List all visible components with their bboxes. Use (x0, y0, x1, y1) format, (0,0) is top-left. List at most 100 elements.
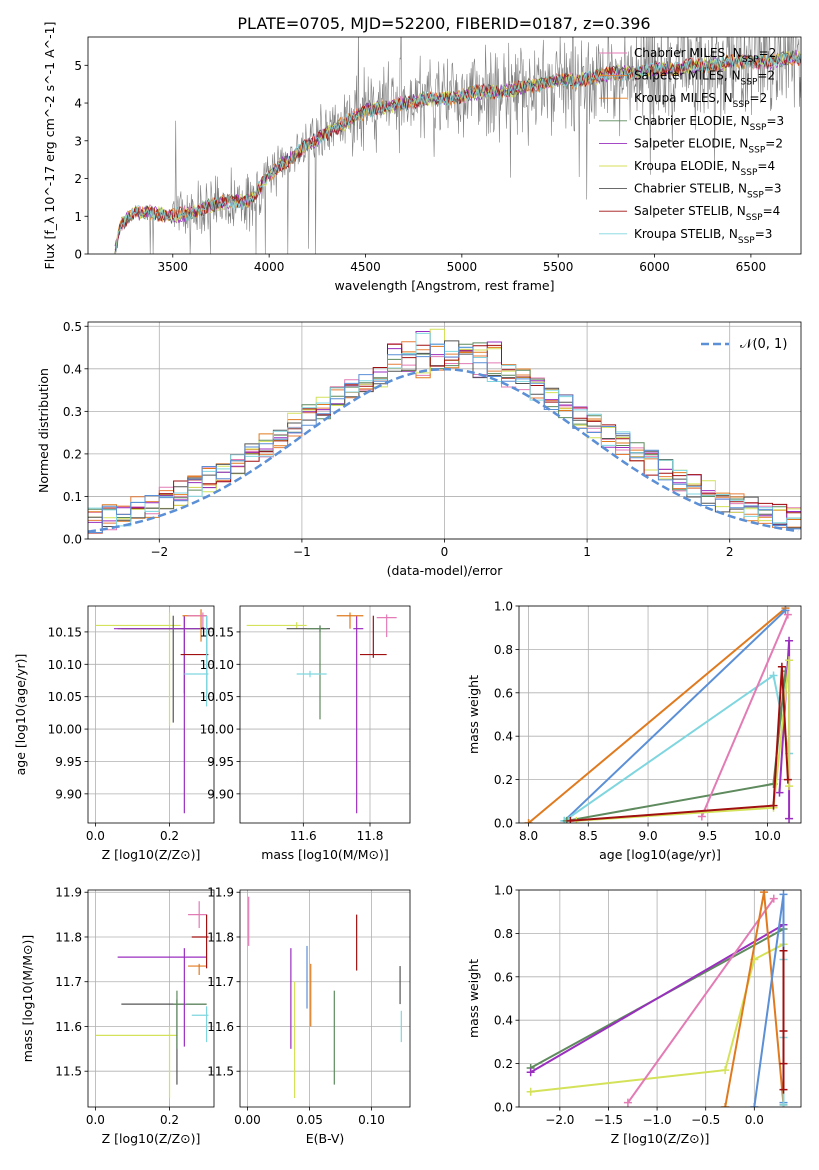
weight-point-marker (721, 1066, 730, 1075)
x-axis-label: age [log10(age/yr)] (599, 847, 721, 862)
weight-point-marker (769, 801, 778, 810)
grid (88, 606, 214, 823)
axes-residuals: −2 −1 0 1 2 0.0 0.1 0.2 0.3 0.4 0.5 (data-model)/er… (36, 320, 802, 578)
legend-label: Salpeter ELODIE, NSSP=2 (634, 136, 783, 155)
x-tick-label: 11.8 (357, 829, 384, 843)
y-tick-label: 10.15 (48, 625, 82, 639)
y-tick-label: 0.0 (494, 817, 513, 831)
y-tick-label: 0.8 (494, 927, 513, 941)
axes-mass_vs_Z: 0.0 0.2 11.5 11.6 11.7 11.8 11.9 Z [log10(Z/Z⊙)… (20, 886, 215, 1146)
y-tick-label: 11.9 (55, 886, 82, 900)
x-axis-label: Z [log10(Z/Z⊙)] (611, 1131, 710, 1146)
y-tick-label: 11.5 (207, 1065, 234, 1079)
axes-frame (239, 889, 411, 1108)
y-axis-label: mass weight (466, 959, 481, 1038)
axes-frame (87, 36, 802, 255)
plot-area (248, 896, 402, 1099)
axes-mass_vs_EBV: 0.00 0.05 0.10 11.5 11.6 11.7 11.8 11.9 E(B-V) (207, 886, 411, 1146)
weight-point-marker (779, 1059, 788, 1068)
grid (240, 606, 410, 823)
weight-series-line (627, 898, 775, 1104)
y-tick-label: 5 (74, 59, 82, 73)
y-tick-label: 2 (74, 172, 82, 186)
y-tick-label: 0.6 (494, 686, 513, 700)
y-tick-label: 0.6 (494, 970, 513, 984)
x-tick-label: 0 (441, 545, 449, 559)
axes-age_vs_Z: 0.0 0.2 9.90 9.95 10.00 10.05 10.10 10.15 Z [log… (13, 605, 215, 862)
x-tick-label: 8.0 (519, 829, 538, 843)
y-tick-label: 0.2 (63, 447, 82, 461)
legend-normal-label: 𝒩(0, 1) (740, 337, 787, 352)
y-tick-label: 10.10 (200, 658, 234, 672)
x-tick-label: −1.0 (643, 1113, 672, 1127)
weight-point-marker (785, 782, 794, 791)
y-axis-label: Normed distribution (36, 368, 51, 493)
weight-point-marker (526, 1087, 535, 1096)
weight-series-line (563, 609, 787, 822)
y-tick-label: 11.6 (207, 1020, 234, 1034)
grid (519, 889, 801, 1108)
x-tick-label: 9.5 (698, 829, 717, 843)
y-axis-label: Flux [f_λ 10^-17 erg cm^-2 s^-1 A^-1] (42, 22, 57, 270)
model-spectrum-line (114, 52, 801, 254)
x-tick-label: 4000 (254, 260, 285, 274)
axes-spectrum: 3500 4000 4500 5000 5500 6000 6500 0 1 2 3 4 5 wavele… (42, 22, 802, 293)
weight-point-marker (769, 671, 778, 680)
plot-area (95, 901, 209, 1099)
grid (88, 890, 214, 1107)
weight-point-marker (783, 775, 792, 784)
axes-frame (87, 605, 215, 824)
x-tick-label: 0.0 (745, 1113, 764, 1127)
y-tick-label: 11.7 (207, 975, 234, 989)
y-axis-label: mass [log10(M/M⊙)] (20, 935, 35, 1063)
x-axis-label: wavelength [Angstrom, rest frame] (334, 278, 554, 293)
y-axis-label: mass weight (466, 675, 481, 754)
weight-point-marker (781, 606, 790, 615)
weight-point-marker (697, 812, 706, 821)
legend-label: Chabrier ELODIE, NSSP=3 (634, 114, 784, 133)
y-tick-label: 0.5 (63, 320, 82, 334)
axes-frame (239, 605, 411, 824)
x-tick-label: 8.5 (579, 829, 598, 843)
plot-area (114, 37, 801, 254)
weight-series-line (576, 660, 791, 822)
x-axis-label: Z [log10(Z/Z⊙)] (102, 847, 201, 862)
weight-series-line (700, 614, 789, 817)
weight-point-marker (566, 816, 575, 823)
y-tick-label: 10.05 (200, 690, 234, 704)
x-tick-label: 0.05 (296, 1113, 323, 1127)
weight-point-marker (779, 1027, 788, 1036)
weight-point-marker (623, 1098, 632, 1107)
legend-label: Chabrier STELIB, NSSP=3 (634, 182, 782, 201)
y-tick-label: 0.0 (63, 533, 82, 547)
y-tick-label: 0.1 (63, 490, 82, 504)
normal-curve (88, 368, 799, 533)
weight-point-marker (779, 946, 788, 955)
y-tick-label: 11.6 (55, 1020, 82, 1034)
x-tick-label: 5000 (447, 260, 478, 274)
y-tick-label: 10.10 (48, 658, 82, 672)
x-tick-label: −2 (150, 545, 168, 559)
x-tick-label: −1.5 (594, 1113, 623, 1127)
weight-point-marker (775, 788, 784, 797)
y-tick-label: 10.00 (200, 723, 234, 737)
y-tick-label: 0 (74, 248, 82, 262)
legend-label: Kroupa ELODIE, NSSP=4 (634, 159, 775, 178)
x-tick-label: 1 (583, 545, 591, 559)
weight-point-marker (779, 890, 788, 899)
y-tick-label: 11.9 (207, 886, 234, 900)
x-tick-label: 3500 (158, 260, 189, 274)
weight-series-line (530, 923, 785, 1074)
weight-point-marker (785, 656, 794, 665)
axes-frame (87, 889, 215, 1108)
axes-massweight_vs_age: 8.0 8.5 9.0 9.5 10.0 0.0 0.2 0.4 0.6 0.8 1.0 age [l… (466, 600, 802, 862)
y-tick-label: 10.15 (200, 625, 234, 639)
x-tick-label: 10.0 (754, 829, 781, 843)
y-tick-label: 0.8 (494, 643, 513, 657)
plot-area (95, 609, 214, 814)
y-tick-label: 0.3 (63, 405, 82, 419)
grid (240, 890, 410, 1107)
x-tick-label: 0.2 (160, 1113, 179, 1127)
x-tick-label: 0.10 (358, 1113, 385, 1127)
